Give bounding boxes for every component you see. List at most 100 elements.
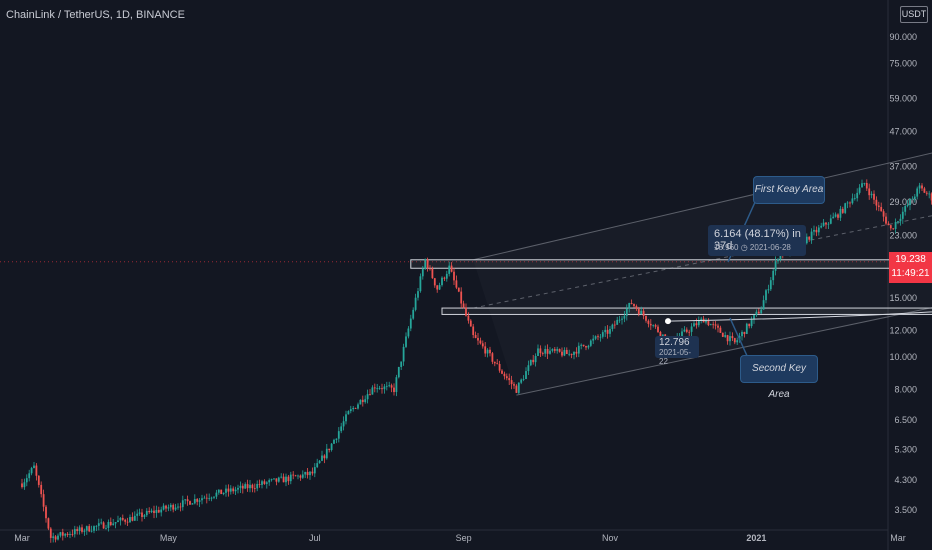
candle-body [186, 499, 189, 502]
candle-body [805, 236, 808, 244]
candle-body [133, 515, 136, 521]
candle-body [390, 385, 393, 388]
candle-body [729, 336, 731, 342]
candle-body [261, 481, 263, 485]
candle-body [373, 387, 376, 389]
candle-body [817, 227, 820, 233]
candle-body [157, 509, 160, 513]
candle-body [388, 385, 391, 387]
candle-body [846, 202, 849, 204]
candle-body [49, 528, 52, 538]
candle-body [347, 411, 350, 415]
candle-body [256, 484, 259, 489]
currency-button[interactable]: USDT [900, 6, 928, 23]
candle-body [654, 325, 657, 327]
candle-body [239, 485, 242, 488]
low-value: 12.796 [659, 337, 690, 348]
candle-body [820, 225, 823, 228]
candle-body [467, 315, 470, 321]
candle-body [472, 326, 475, 336]
candle-body [887, 223, 890, 226]
candle-body [683, 329, 686, 332]
y-tick-label: 12.000 [889, 326, 917, 336]
channel-lower-line [516, 307, 932, 396]
candle-body [213, 496, 215, 498]
candle-body [767, 289, 770, 291]
candle-body [93, 526, 95, 531]
candle-body [877, 205, 880, 207]
candle-body [431, 268, 434, 279]
candle-body [553, 349, 556, 351]
second-callout-pointer [729, 317, 749, 359]
candle-body [273, 478, 275, 480]
second-key-area-callout[interactable]: Second Key Area [740, 355, 818, 400]
candle-body [690, 326, 693, 332]
candle-body [309, 471, 311, 476]
candle-body [445, 273, 448, 279]
candle-body [246, 484, 249, 489]
candle-body [117, 520, 119, 523]
candle-body [316, 463, 319, 468]
candle-body [277, 477, 280, 482]
candle-body [681, 331, 683, 337]
candle-body [30, 468, 33, 474]
candle-body [544, 348, 547, 354]
candle-body [229, 488, 232, 492]
candle-body [378, 388, 381, 390]
candle-body [755, 311, 758, 316]
candle-body [539, 348, 542, 354]
candle-body [570, 353, 573, 355]
candle-body [78, 527, 81, 532]
candle-body [208, 498, 211, 499]
candle-body [892, 228, 895, 230]
candle-body [460, 291, 463, 304]
candle-body [621, 318, 623, 320]
candle-body [889, 225, 892, 229]
candle-body [899, 218, 902, 222]
candle-body [529, 359, 532, 366]
candle-body [292, 474, 295, 476]
candle-body [709, 324, 712, 326]
candle-body [203, 497, 206, 499]
candle-body [268, 480, 271, 483]
candle-body [613, 324, 616, 326]
candle-body [750, 319, 753, 327]
first-key-area-callout[interactable]: First Keay Area [753, 176, 825, 204]
candle-body [325, 448, 328, 459]
candle-body [400, 361, 403, 367]
candle-body [172, 504, 175, 510]
x-tick-label: Mar [890, 533, 906, 543]
candle-body [599, 336, 602, 338]
candle-body [160, 509, 163, 513]
candle-body [832, 216, 835, 219]
candle-body [741, 331, 743, 337]
candle-body [609, 328, 611, 334]
candle-body [688, 331, 691, 333]
candle-body [700, 318, 703, 321]
candle-body [114, 522, 117, 524]
candle-body [393, 387, 395, 393]
candle-body [897, 221, 899, 223]
y-tick-label: 75.000 [889, 59, 917, 69]
candle-body [649, 323, 652, 326]
candle-body [724, 335, 727, 337]
candle-body [825, 222, 827, 225]
first-key-zone [410, 259, 932, 269]
candle-body [145, 510, 148, 516]
candle-body [35, 465, 38, 476]
symbol-title: ChainLink / TetherUS, 1D, BINANCE [6, 9, 185, 21]
candle-body [42, 494, 45, 507]
candle-body [289, 474, 292, 482]
candle-body [918, 185, 921, 189]
candle-body [385, 385, 388, 387]
candle-body [587, 345, 590, 348]
measure-label: 6.164 (48.17%) in 37d 18.960 ◷ 2021-06-2… [708, 225, 806, 256]
candle-body [97, 523, 100, 526]
candle-body [280, 476, 283, 478]
candle-body [234, 489, 237, 492]
candle-body [604, 329, 607, 333]
candle-body [205, 497, 208, 499]
candle-body [359, 399, 362, 405]
candle-body [585, 346, 587, 348]
